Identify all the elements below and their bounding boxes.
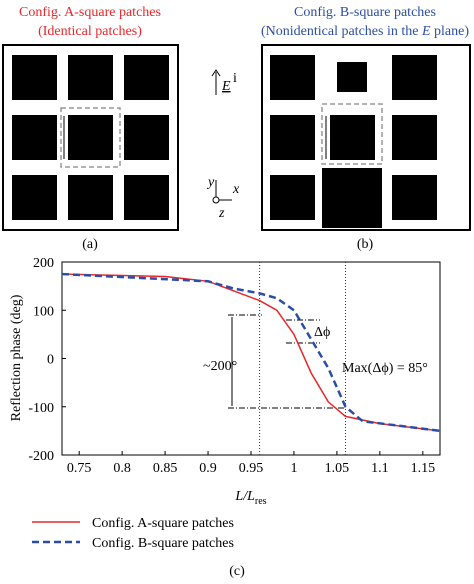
guides — [228, 314, 345, 409]
panel-subtitle: (Identical patches) — [38, 24, 142, 39]
y-tick-label: 100 — [33, 304, 54, 319]
annotation: Δϕ — [314, 325, 330, 340]
text: (Nonidentical patches in the — [261, 24, 422, 39]
unit-cell — [321, 103, 383, 165]
legend-label: Config. B-square patches — [92, 536, 234, 551]
panel-frame — [261, 44, 471, 231]
panel-title: Config. A-square patches — [19, 5, 161, 20]
axis-origin — [212, 196, 220, 204]
y-tick-label: -100 — [28, 401, 54, 416]
x-tick-label: 0.75 — [67, 461, 92, 476]
panel-caption: (a) — [82, 237, 98, 252]
y-axis-label: Reflection phase (deg) — [9, 294, 24, 421]
y-tick-label: 0 — [47, 353, 54, 368]
length-label: L — [67, 132, 76, 147]
panel-caption: (b) — [357, 237, 374, 252]
patches — [12, 55, 169, 220]
chart-caption: (c) — [229, 564, 245, 579]
x-tick-label: 1.05 — [325, 461, 350, 476]
x-tick-label: 1 — [290, 461, 297, 476]
axis-label: z — [218, 206, 225, 221]
annotation: Max(Δϕ) = 85° — [342, 361, 428, 376]
x-tick-label: 0.85 — [153, 461, 178, 476]
y-tick-label: -200 — [28, 449, 54, 464]
panel-frame — [2, 44, 179, 231]
y-tick-label: 200 — [33, 256, 54, 271]
text: plane) — [431, 24, 470, 39]
field-superscript: i — [233, 71, 237, 86]
x-tick-label: 0.95 — [239, 461, 264, 476]
x-tick-label: 1.1 — [371, 461, 389, 476]
text: E — [421, 24, 431, 39]
length-label: L — [329, 132, 338, 147]
panel-title: Config. B-square patches — [294, 5, 436, 20]
text: res — [255, 496, 267, 507]
axis-label: y — [206, 175, 215, 190]
annotation: ~200° — [203, 359, 237, 374]
unit-cell — [60, 107, 121, 168]
x-tick-label: 1.15 — [411, 461, 436, 476]
arrow-head — [211, 69, 221, 77]
text: L/L — [234, 489, 255, 504]
axis-label: x — [232, 182, 240, 197]
patches — [270, 55, 437, 228]
legend-label: Config. A-square patches — [92, 516, 234, 531]
series-line — [61, 272, 441, 433]
x-tick-label: 0.8 — [113, 461, 131, 476]
field-label: E — [221, 79, 231, 94]
x-tick-label: 0.9 — [199, 461, 217, 476]
x-axis-label: L/Lres — [234, 489, 266, 507]
series-line — [61, 273, 441, 432]
panel-subtitle: (Nonidentical patches in the E plane) — [261, 24, 469, 39]
